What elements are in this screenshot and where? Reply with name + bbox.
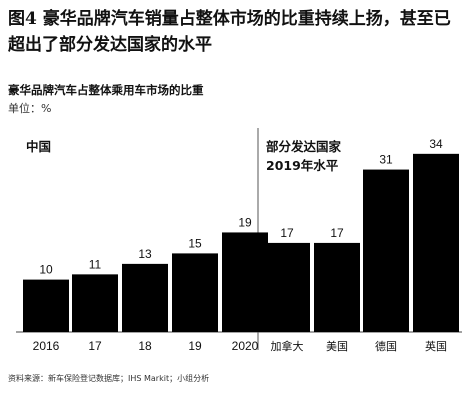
bar-0 — [23, 279, 69, 332]
tick-label-4: 2020 — [232, 339, 259, 353]
unit-label: 单位：% — [8, 102, 52, 115]
value-label-7: 31 — [379, 153, 393, 167]
tick-label-2: 18 — [138, 339, 152, 353]
value-label-2: 13 — [138, 247, 152, 261]
tick-label-7: 德国 — [375, 339, 397, 353]
group-label-1-0: 部分发达国家 — [266, 139, 342, 154]
bar-2 — [122, 263, 168, 332]
bar-6 — [314, 242, 360, 332]
value-label-5: 17 — [280, 226, 294, 240]
value-label-8: 34 — [429, 137, 443, 151]
figure-title: 图4 豪华品牌汽车销量占整体市场的比重持续上扬，甚至已超出了部分发达国家的水平 — [8, 9, 451, 55]
group-label-1-1: 2019年水平 — [266, 158, 339, 173]
chart-title: 豪华品牌汽车占整体乘用车市场的比重 — [8, 83, 204, 97]
bar-5 — [264, 242, 310, 332]
value-label-6: 17 — [330, 226, 344, 240]
value-label-0: 10 — [39, 263, 53, 277]
tick-label-8: 英国 — [425, 339, 447, 353]
labels-group: 10 2016 11 17 13 18 15 19 19 2020 17 加拿大 17 美国 31 德国 34 英… — [26, 137, 447, 353]
tick-label-3: 19 — [188, 339, 202, 353]
value-label-1: 11 — [89, 257, 102, 271]
tick-label-5: 加拿大 — [271, 339, 304, 353]
tick-label-6: 美国 — [326, 340, 348, 353]
value-label-4: 19 — [238, 215, 252, 229]
bars-group — [23, 153, 459, 332]
group-label-0-0: 中国 — [26, 139, 51, 154]
value-label-3: 15 — [188, 236, 202, 250]
tick-label-0: 2016 — [33, 339, 60, 353]
source-note: 资料来源：新车保险登记数据库；IHS Markit；小组分析 — [8, 374, 210, 383]
tick-label-1: 17 — [88, 339, 102, 353]
bar-1 — [72, 274, 118, 332]
bar-8 — [413, 153, 459, 332]
bar-4 — [222, 232, 268, 332]
bar-3 — [172, 253, 218, 332]
bar-7 — [363, 169, 409, 332]
